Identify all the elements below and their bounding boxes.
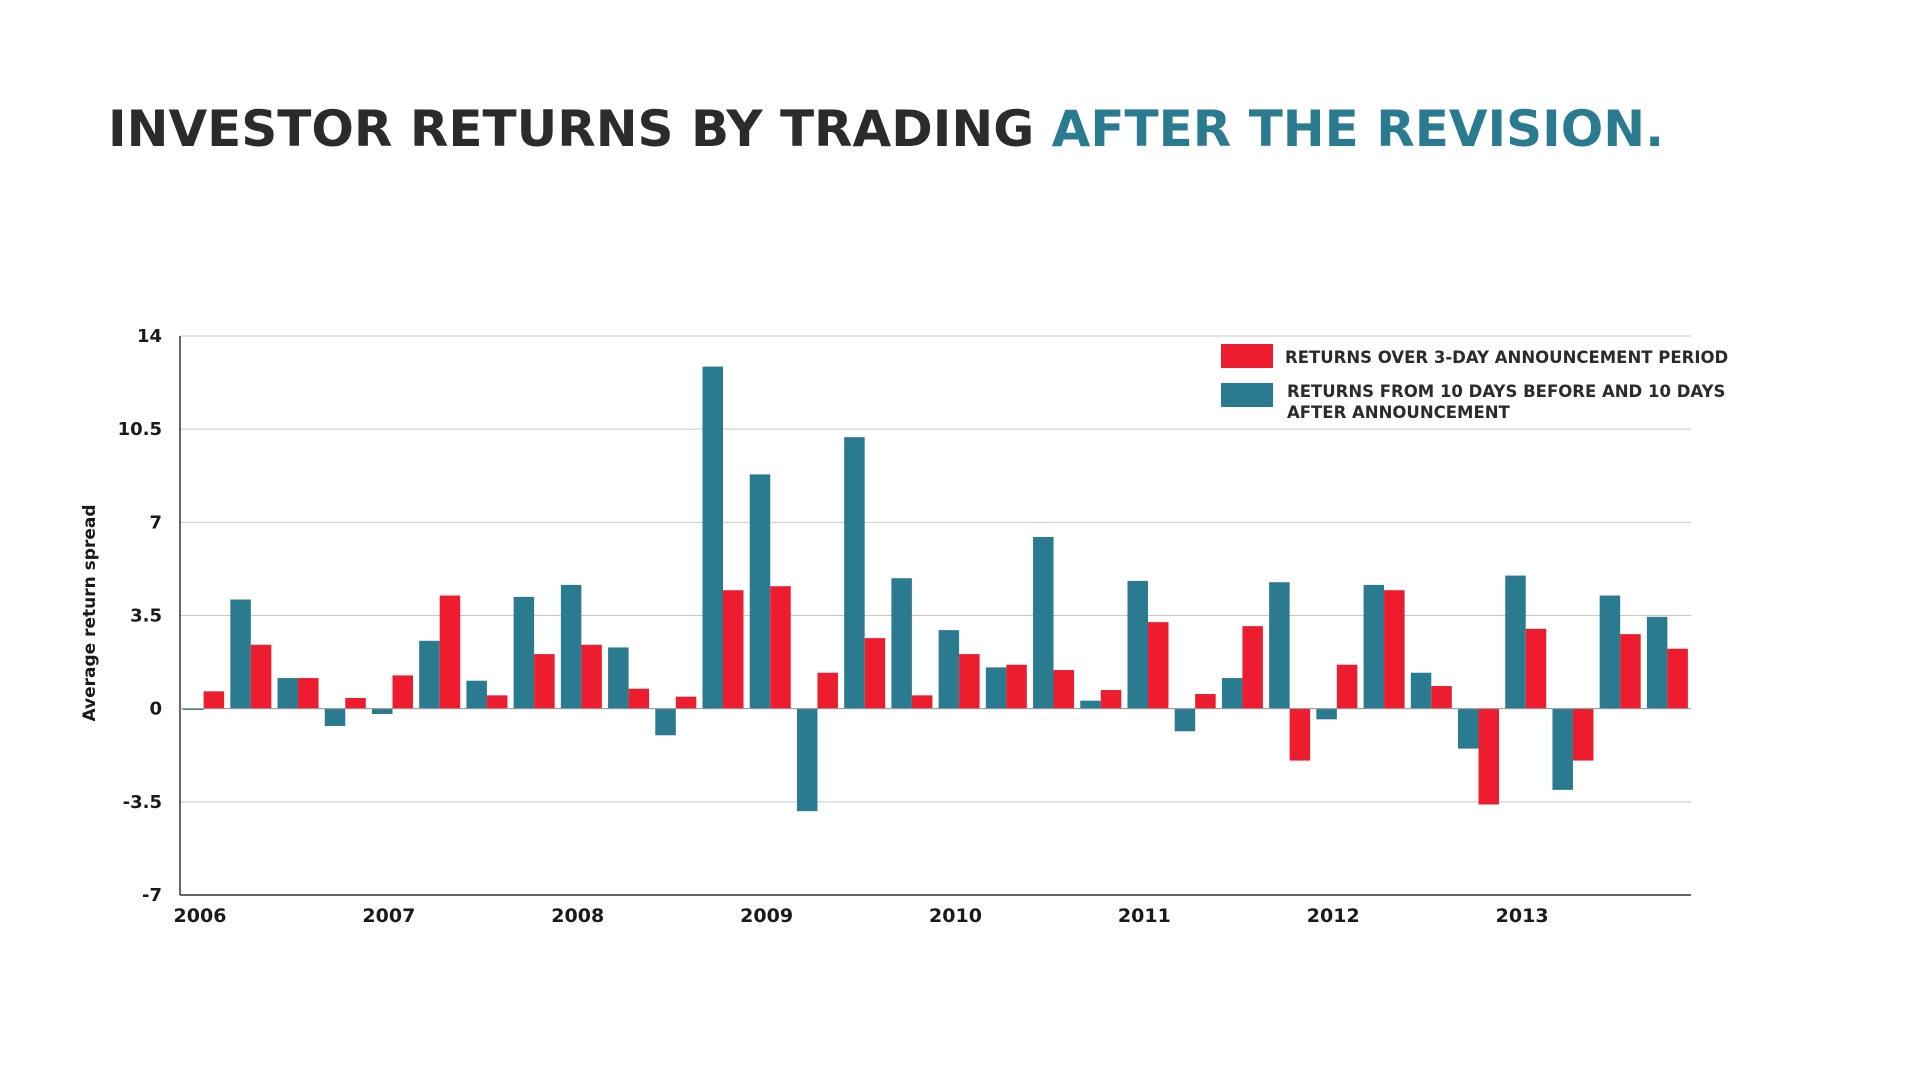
bar-3day bbox=[628, 688, 650, 709]
legend-label-10day-line2: AFTER ANNOUNCEMENT bbox=[1287, 403, 1511, 422]
bar-10day bbox=[891, 578, 912, 709]
title-highlight: AFTER THE REVISION. bbox=[1051, 100, 1665, 158]
x-tick-label: 2007 bbox=[362, 905, 415, 927]
y-tick-labels: 14 10.5 7 3.5 0 -3.5 -7 bbox=[118, 326, 162, 906]
bar-10day bbox=[938, 630, 960, 709]
bar-10day bbox=[1646, 616, 1668, 709]
legend-swatch-3day bbox=[1221, 344, 1273, 368]
bar-10day bbox=[183, 708, 204, 710]
x-tick-labels: 2006 2007 2008 2009 2010 2011 2012 2013 bbox=[174, 905, 1549, 927]
bar-3day bbox=[1431, 686, 1452, 709]
bar-3day bbox=[770, 586, 791, 709]
legend: RETURNS OVER 3-DAY ANNOUNCEMENT PERIOD R… bbox=[1221, 344, 1731, 422]
bar-10day bbox=[1127, 580, 1148, 709]
bar-10day bbox=[230, 599, 251, 709]
bar-3day bbox=[1384, 590, 1405, 709]
bar-3day bbox=[1195, 694, 1216, 709]
chart-title: INVESTOR RETURNS BY TRADING AFTER THE RE… bbox=[108, 100, 1664, 158]
bar-3day bbox=[911, 695, 933, 709]
bar-10day bbox=[277, 678, 299, 709]
legend-label-10day-line1: RETURNS FROM 10 DAYS BEFORE AND 10 DAYS bbox=[1287, 382, 1725, 401]
bar-3day bbox=[486, 695, 508, 709]
bar-3day bbox=[1620, 634, 1641, 709]
y-tick-label: 10.5 bbox=[118, 419, 162, 440]
axes bbox=[179, 336, 1691, 896]
bar-3day bbox=[1572, 708, 1594, 761]
bar-10day bbox=[1410, 672, 1432, 709]
bar-3day bbox=[1336, 664, 1358, 709]
x-tick-label: 2009 bbox=[740, 905, 793, 927]
bar-10day bbox=[985, 667, 1007, 709]
bar-10day bbox=[1505, 575, 1526, 709]
bar-10day bbox=[1316, 708, 1337, 720]
bar-3day bbox=[1147, 622, 1169, 709]
bar-10day bbox=[749, 474, 771, 709]
bar-10day bbox=[419, 640, 440, 709]
x-tick-label: 2013 bbox=[1496, 905, 1549, 927]
bar-3day bbox=[1525, 628, 1547, 709]
bar-10day bbox=[1599, 595, 1621, 709]
bar-10day bbox=[371, 708, 393, 714]
x-tick-label: 2012 bbox=[1307, 905, 1360, 927]
bar-3day bbox=[1478, 708, 1500, 805]
y-tick-label: 0 bbox=[149, 699, 162, 720]
y-tick-label: -7 bbox=[142, 885, 162, 906]
bar-10day bbox=[1033, 536, 1054, 709]
y-tick-label: 7 bbox=[149, 512, 162, 533]
legend-label-10day: RETURNS FROM 10 DAYS BEFORE AND 10 DAYS … bbox=[1287, 382, 1731, 422]
bar-10day bbox=[1552, 708, 1573, 790]
bar-3day bbox=[1006, 664, 1027, 709]
bar-3day bbox=[864, 638, 886, 709]
bar-10day bbox=[655, 708, 676, 736]
legend-label-3day: RETURNS OVER 3-DAY ANNOUNCEMENT PERIOD bbox=[1285, 348, 1728, 367]
bar-10day bbox=[560, 584, 582, 709]
x-tick-label: 2006 bbox=[174, 905, 227, 927]
bar-10day bbox=[796, 708, 818, 812]
bars-group bbox=[183, 366, 1688, 812]
legend-swatch-10day bbox=[1221, 383, 1273, 407]
x-tick-label: 2010 bbox=[929, 905, 982, 927]
bar-3day bbox=[392, 675, 413, 709]
bar-3day bbox=[298, 678, 319, 709]
bar-10day bbox=[844, 437, 865, 709]
bar-3day bbox=[250, 644, 272, 709]
bar-3day bbox=[959, 654, 980, 709]
bar-3day bbox=[534, 654, 555, 709]
bar-10day bbox=[1221, 678, 1243, 709]
bar-10day bbox=[324, 708, 346, 726]
bar-10day bbox=[1458, 708, 1479, 749]
y-tick-label: 3.5 bbox=[130, 606, 162, 627]
bar-3day bbox=[1289, 708, 1311, 761]
bar-10day bbox=[702, 366, 724, 709]
bar-3day bbox=[817, 672, 838, 709]
bar-3day bbox=[723, 590, 744, 709]
bar-3day bbox=[1242, 626, 1263, 709]
bar-3day bbox=[345, 698, 366, 709]
bar-10day bbox=[608, 647, 629, 709]
bar-3day bbox=[1667, 648, 1688, 709]
bar-10day bbox=[1363, 584, 1385, 709]
x-tick-label: 2011 bbox=[1118, 905, 1171, 927]
bar-10day bbox=[513, 596, 535, 709]
bar-3day bbox=[203, 691, 225, 709]
bar-10day bbox=[1174, 708, 1196, 732]
bar-10day bbox=[1080, 700, 1101, 709]
y-tick-label: -3.5 bbox=[123, 792, 162, 813]
y-tick-label: 14 bbox=[137, 326, 162, 347]
bar-10day bbox=[466, 680, 487, 709]
title-main: INVESTOR RETURNS BY TRADING bbox=[108, 100, 1035, 158]
bar-3day bbox=[1100, 690, 1122, 709]
y-axis-label: Average return spread bbox=[80, 504, 100, 721]
bar-3day bbox=[675, 696, 697, 709]
bar-10day bbox=[1269, 582, 1290, 709]
bar-3day bbox=[439, 595, 461, 709]
bar-3day bbox=[581, 644, 602, 709]
bar-3day bbox=[1053, 670, 1075, 709]
x-tick-label: 2008 bbox=[551, 905, 604, 927]
